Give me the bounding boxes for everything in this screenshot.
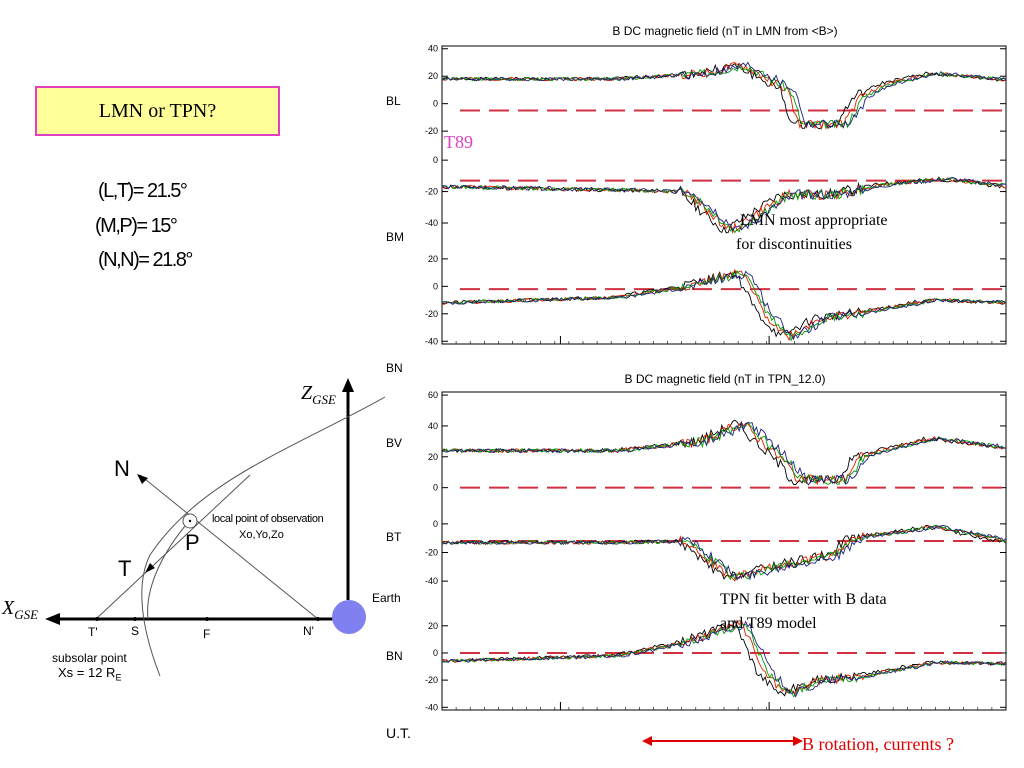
earth-circle	[332, 600, 366, 634]
series-line	[441, 525, 1007, 582]
rotation-arrow	[642, 736, 803, 746]
series-line	[441, 421, 1007, 485]
y-tick-label: 0	[433, 99, 438, 109]
tpn-note-line1: TPN fit better with B data	[720, 591, 887, 608]
series-line	[441, 419, 1007, 486]
y-tick-label: -20	[425, 675, 438, 685]
chart1-title: B DC magnetic field (nT in LMN from <B>)	[612, 24, 838, 38]
panel-label: BT	[386, 530, 402, 544]
rotation-note: B rotation, currents ?	[802, 734, 954, 754]
obs-line1: local point of observation	[212, 513, 324, 525]
tangent-line	[95, 474, 251, 620]
f-label: F	[203, 627, 211, 641]
y-tick-label: 40	[428, 44, 438, 54]
series-line	[441, 269, 1007, 342]
lmn-note-line2: for discontinuities	[736, 236, 852, 253]
chart2-title: B DC magnetic field (nT in TPN_12.0)	[624, 372, 826, 386]
geometry-diagram	[45, 378, 386, 677]
angle-mp: (M,P)= 15°	[95, 215, 178, 237]
y-tick-label: 0	[433, 648, 438, 658]
y-tick-label: 0	[433, 281, 438, 291]
tprime-label: T'	[88, 625, 98, 639]
y-tick-label: -20	[425, 126, 438, 136]
lmn-note: LMN most appropriate for discontinuities	[736, 209, 888, 257]
z-axis-arrow	[342, 378, 354, 392]
earth-label: Earth	[372, 591, 401, 605]
normal-line	[139, 474, 319, 620]
obs-line2: Xo,Yo,Zo	[239, 529, 284, 541]
angle-lt: (L,T)= 21.5°	[98, 180, 188, 202]
subsolar-label: subsolar point	[52, 651, 127, 665]
series-line	[441, 420, 1007, 486]
question-box: LMN or TPN?	[35, 86, 280, 136]
t-arrow	[145, 563, 155, 573]
series-line	[441, 61, 1007, 129]
tpn-note-line2: and T89 model	[720, 615, 817, 632]
nprime-label: N'	[303, 624, 314, 638]
series-line	[441, 177, 1006, 232]
angle-nn: (N,N)= 21.8°	[98, 249, 193, 271]
series-line	[441, 269, 1007, 342]
series-line	[441, 620, 1007, 698]
lmn-note-line1: LMN most appropriate	[740, 212, 888, 229]
p-label: P	[185, 530, 200, 555]
series-line	[441, 619, 1007, 695]
ut-label: U.T.	[386, 725, 411, 741]
series-line	[441, 270, 1007, 341]
y-tick-label: 20	[428, 254, 438, 264]
panel-label: BM	[386, 230, 404, 244]
y-tick-label: 0	[433, 519, 438, 529]
y-tick-label: -40	[425, 702, 438, 712]
n-arrow	[137, 474, 148, 484]
panel-label: BN	[386, 361, 403, 375]
y-tick-label: -20	[425, 187, 438, 197]
y-tick-label: 0	[433, 483, 438, 493]
series-line	[441, 524, 1007, 580]
tpn-note: TPN fit better with B data and T89 model	[720, 588, 887, 636]
series-line	[441, 62, 1007, 131]
y-tick-label: 20	[428, 621, 438, 631]
zgse-label: ZGSE	[301, 382, 336, 407]
series-line	[441, 525, 1007, 581]
question-text: LMN or TPN?	[98, 99, 217, 122]
y-tick-label: -20	[425, 548, 438, 558]
y-tick-label: -40	[425, 218, 438, 228]
y-tick-label: -20	[425, 309, 438, 319]
panel-label: BN	[386, 649, 403, 663]
y-tick-label: -40	[425, 336, 438, 346]
xgse-label: XGSE	[2, 597, 39, 622]
y-tick-label: 0	[433, 155, 438, 165]
y-tick-label: 20	[428, 71, 438, 81]
series-line	[441, 421, 1007, 486]
y-tick-label: 40	[428, 421, 438, 431]
t89-label: T89	[444, 132, 473, 152]
t-label: T	[118, 556, 132, 581]
chart2-frame	[441, 391, 1007, 711]
y-tick-label: -40	[425, 576, 438, 586]
magnetopause-curve	[141, 396, 386, 677]
n-label: N	[114, 456, 130, 481]
y-tick-label: 20	[428, 452, 438, 462]
tangent-curve	[147, 519, 191, 620]
xs-label: Xs = 12 RE	[58, 665, 122, 683]
y-tick-label: 60	[428, 390, 438, 400]
magnetic-field-plots: 40 20 0 -20 BL 0 -20 -40 BM 20 0 -20 -40 BN 60 40 20 0 BV 0…	[386, 44, 1007, 712]
x-axis-arrow	[45, 613, 60, 625]
panel-label: BL	[386, 94, 401, 108]
series-line	[441, 64, 1007, 130]
panel-label: BV	[386, 436, 402, 450]
s-label: S	[131, 624, 140, 638]
series-line	[441, 525, 1007, 581]
